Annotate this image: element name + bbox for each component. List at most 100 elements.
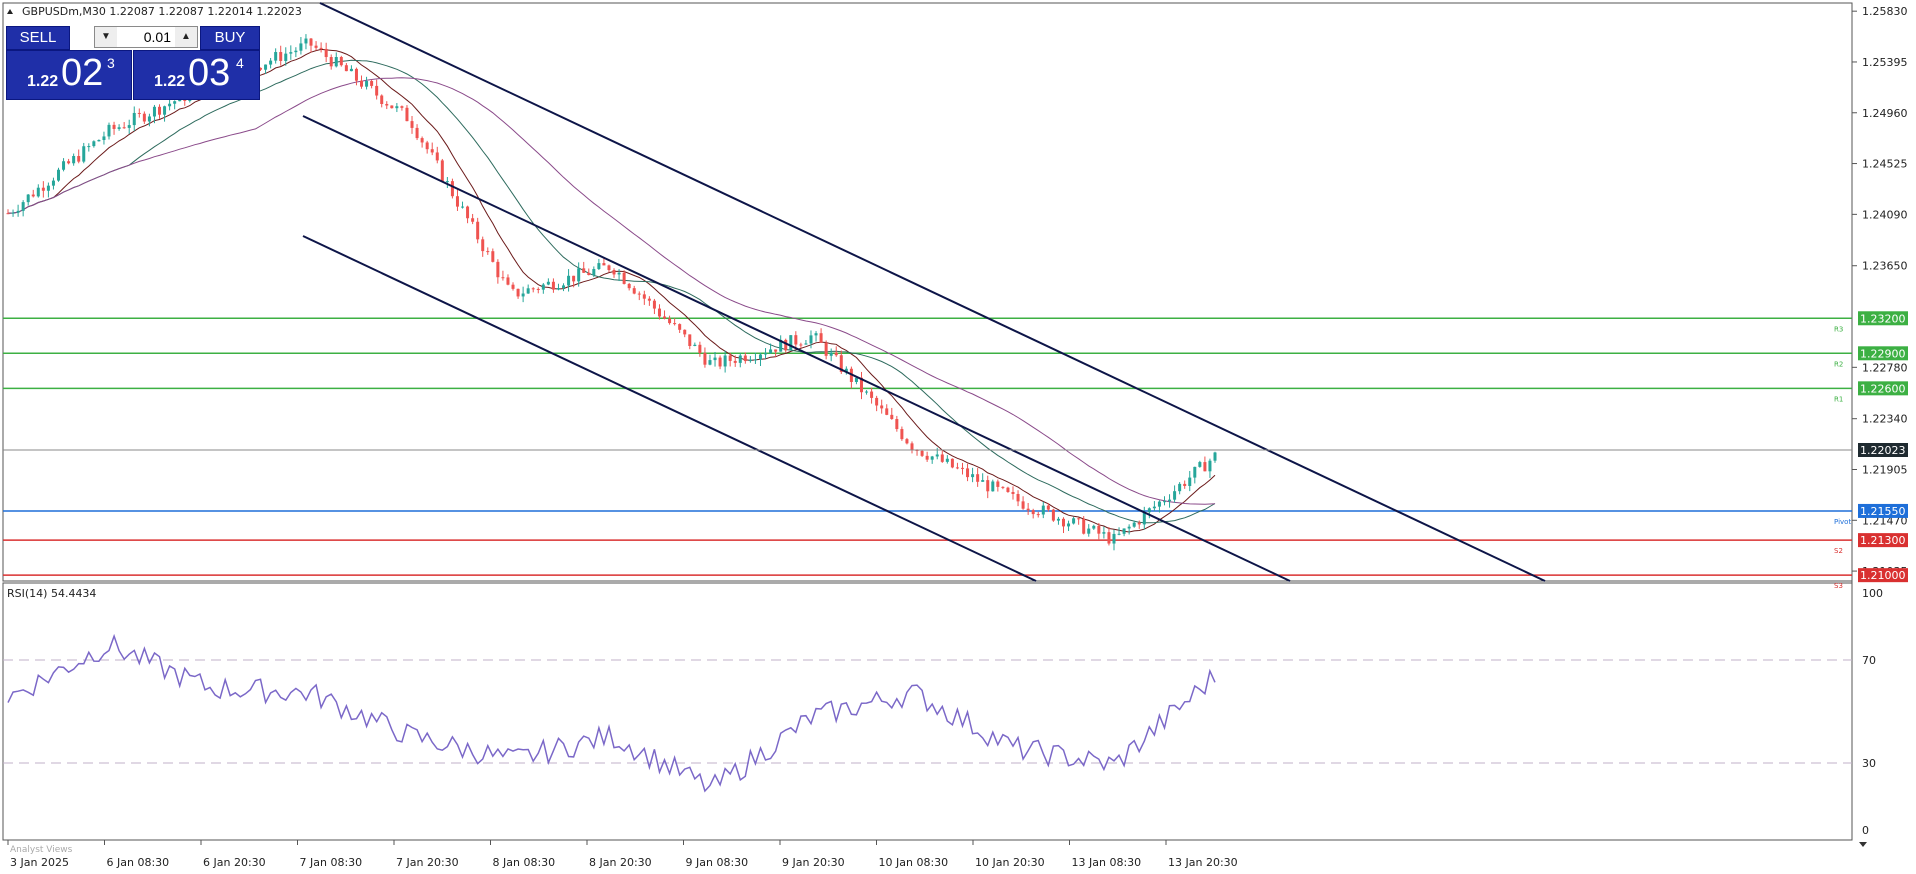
candle-body [536, 288, 540, 290]
candle-body [16, 210, 20, 213]
candle-body [1137, 522, 1141, 525]
sell-price-prefix: 1.22 [27, 73, 59, 90]
candle-body [940, 454, 944, 462]
candle-body [279, 52, 283, 61]
candle-body [1193, 466, 1197, 478]
candle-body [829, 352, 833, 356]
channel-middle-line[interactable] [302, 115, 1291, 582]
channel-lower-line[interactable] [302, 235, 1037, 582]
buy-price-box[interactable]: 1.22 03 4 [133, 50, 260, 100]
level-price-label: 1.22600 [1860, 382, 1906, 395]
candle-body [511, 284, 515, 289]
analyst-views-tab[interactable]: Analyst Views [10, 845, 73, 855]
price-tick-label: 1.24525 [1862, 158, 1908, 171]
lot-decrease-icon[interactable]: ▼ [95, 27, 117, 47]
candle-body [375, 85, 379, 96]
candle-body [168, 103, 172, 107]
candle-body [1117, 533, 1121, 535]
candle-body [1162, 501, 1166, 503]
candle-body [900, 429, 904, 440]
level-name-label: S3 [1834, 582, 1843, 590]
candle-body [102, 136, 106, 141]
candle-body [127, 125, 131, 128]
collapse-arrow-icon[interactable] [7, 9, 13, 14]
candle-body [753, 359, 757, 361]
candle-body [455, 196, 459, 207]
candle-body [986, 480, 990, 492]
candle-body [395, 106, 399, 109]
time-tick-label: 13 Jan 20:30 [1168, 856, 1238, 869]
scroll-end-icon[interactable] [1859, 842, 1867, 847]
candle-body [683, 329, 687, 335]
candle-body [57, 169, 61, 181]
channel-upper-line[interactable] [319, 2, 1546, 582]
candle-body [329, 57, 333, 67]
candle-body [764, 353, 768, 355]
level-price-label: 1.21000 [1860, 569, 1906, 582]
sell-price-box[interactable]: 1.22 02 3 [6, 50, 132, 100]
price-tick-label: 1.25395 [1862, 56, 1908, 69]
price-tick-label: 1.24090 [1862, 208, 1908, 221]
candle-body [87, 146, 91, 148]
candle-body [1107, 532, 1111, 544]
candle-body [314, 45, 318, 48]
candle-body [779, 339, 783, 352]
candle-body [1031, 510, 1035, 515]
candle-body [703, 352, 707, 365]
candle-body [491, 251, 495, 262]
candle-body [627, 283, 631, 289]
candle-body [461, 206, 465, 208]
price-tick-label: 1.22340 [1862, 413, 1908, 426]
candle-body [895, 419, 899, 430]
candle-body [920, 450, 924, 456]
lot-size-value[interactable]: 0.01 [143, 29, 171, 45]
candle-body [360, 80, 364, 87]
candle-body [1056, 518, 1060, 521]
candle-body [930, 456, 934, 460]
rsi-tick-0: 0 [1862, 824, 1869, 837]
time-tick-label: 13 Jan 08:30 [1072, 856, 1142, 869]
candle-body [521, 293, 525, 297]
candle-body [723, 355, 727, 367]
lot-increase-icon[interactable]: ▲ [175, 27, 197, 47]
sell-button[interactable]: SELL [6, 26, 70, 50]
candle-body [117, 127, 121, 129]
candle-body [799, 344, 803, 346]
price-tick-label: 1.25830 [1862, 5, 1908, 18]
time-tick-label: 3 Jan 2025 [10, 856, 69, 869]
level-price-tag [1858, 568, 1908, 583]
candle-body [21, 202, 25, 211]
candle-body [506, 277, 510, 285]
candle-body [885, 408, 889, 415]
candle-body [617, 272, 621, 275]
candle-body [1006, 487, 1010, 492]
candle-body [602, 263, 606, 266]
candle-body [562, 285, 566, 289]
candle-body [1168, 499, 1172, 502]
candle-body [481, 239, 485, 252]
candle-body [1051, 509, 1055, 521]
candlesticks [6, 34, 1217, 551]
candle-body [67, 161, 71, 164]
candle-body [319, 47, 323, 49]
buy-price-sup: 4 [236, 55, 244, 71]
candle-body [774, 349, 778, 352]
candle-body [789, 335, 793, 351]
candle-body [844, 368, 848, 372]
candle-body [309, 38, 313, 46]
candle-body [1082, 518, 1086, 534]
candle-body [354, 68, 358, 81]
candle-body [950, 458, 954, 468]
candle-body [496, 261, 500, 278]
level-price-tag [1858, 381, 1908, 396]
candle-body [794, 335, 798, 345]
time-tick-label: 9 Jan 20:30 [782, 856, 845, 869]
candle-body [865, 391, 869, 393]
buy-button[interactable]: BUY [200, 26, 260, 50]
lot-size-field[interactable]: ▼ 0.01 ▲ [94, 26, 198, 48]
candle-body [996, 481, 1000, 487]
candle-body [814, 333, 818, 336]
candle-body [31, 194, 35, 197]
candle-body [567, 275, 571, 286]
